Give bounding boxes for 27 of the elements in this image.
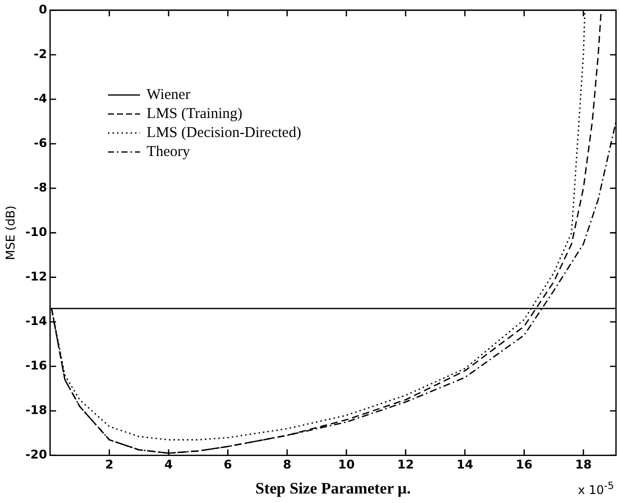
x-tick-label: 16 (516, 458, 532, 472)
x-tick-label: 14 (456, 458, 474, 472)
y-tick-label: 0 (38, 2, 48, 16)
legend-label: Wiener (146, 86, 190, 105)
x-tick-label: 4 (164, 458, 173, 472)
x-tick-label: 18 (575, 458, 592, 472)
y-tick-label: -18 (25, 403, 48, 418)
legend-label: LMS (Training) (146, 104, 242, 124)
x-tick-label: 2 (105, 458, 114, 472)
x-tick-label: 10 (338, 458, 355, 472)
x-tick-label: 12 (397, 458, 414, 472)
y-tick-label: -10 (25, 224, 48, 239)
x-axis-title: Step Size Parameter μ. (255, 480, 411, 498)
y-axis-title: MSE (dB) (3, 206, 18, 260)
y-tick-label: -8 (34, 180, 48, 194)
x-tick-label: 8 (282, 458, 292, 472)
y-tick-label: -14 (25, 314, 48, 328)
legend-label: LMS (Decision-Directed) (146, 124, 302, 143)
y-tick-label: -20 (25, 448, 48, 462)
y-tick-label: -12 (25, 269, 48, 284)
text: x 10$^{-5}$ (578, 481, 614, 497)
y-tick-label: -6 (34, 136, 48, 150)
y-tick-label: -2 (34, 46, 48, 61)
legend-label: Theory (146, 142, 190, 162)
y-tick-label: -16 (25, 358, 48, 372)
y-tick-label: -4 (34, 91, 48, 106)
x-tick-label: 6 (224, 458, 232, 472)
